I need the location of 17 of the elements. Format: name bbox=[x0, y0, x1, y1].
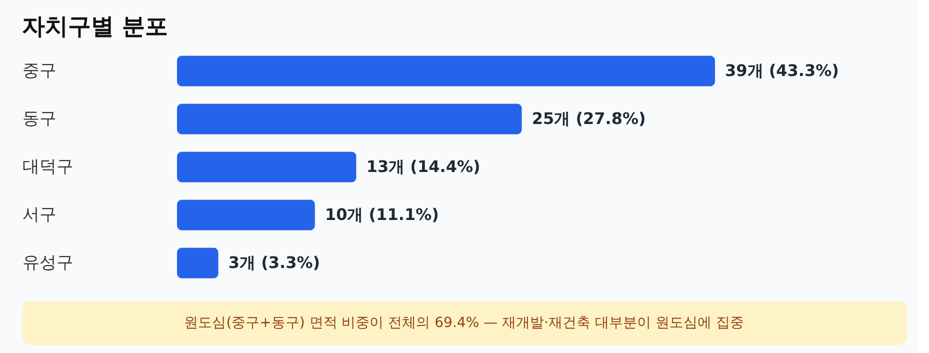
bar bbox=[177, 104, 522, 134]
bar bbox=[177, 152, 356, 182]
y-tick-label: 대덕구 bbox=[22, 157, 74, 177]
y-tick-label: 유성구 bbox=[22, 253, 74, 273]
y-tick-label: 서구 bbox=[22, 205, 56, 225]
data-label: 13개 (14.4%) bbox=[366, 157, 480, 176]
data-label: 25개 (27.8%) bbox=[532, 109, 646, 128]
y-tick-label: 동구 bbox=[22, 109, 56, 129]
data-label: 39개 (43.3%) bbox=[725, 61, 839, 80]
bar bbox=[177, 248, 218, 278]
y-tick-label: 중구 bbox=[22, 61, 56, 81]
bar bbox=[177, 200, 315, 230]
chart-title: 자치구별 분포 bbox=[22, 14, 168, 40]
text: 원도심(중구+동구) 면적 비중이 전체의 69.4% — 재개발·재건축 대부분이 원도심에 집중 bbox=[184, 315, 744, 331]
data-label: 10개 (11.1%) bbox=[324, 205, 439, 224]
data-label: 3개 (3.3%) bbox=[228, 253, 320, 272]
bar bbox=[177, 56, 715, 86]
